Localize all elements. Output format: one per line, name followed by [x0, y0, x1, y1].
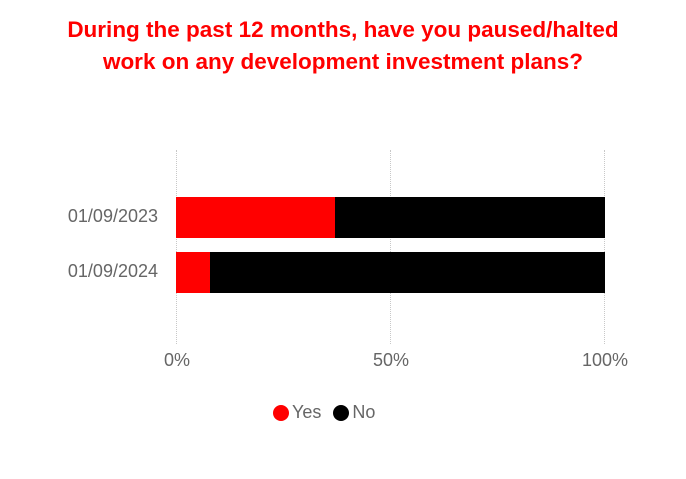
bar-row[interactable]: [176, 252, 605, 293]
bar-segment-no[interactable]: [334, 197, 605, 238]
bar-row[interactable]: [176, 197, 605, 238]
legend-label-yes: Yes: [292, 402, 322, 422]
legend-dot-icon: [273, 404, 289, 421]
chart-title: During the past 12 months, have you paus…: [0, 14, 686, 78]
category-label: 01/09/2024: [67, 261, 158, 281]
legend-label-no: No: [352, 402, 376, 422]
x-tick-label: 50%: [372, 350, 410, 370]
bar-segment-no[interactable]: [210, 252, 605, 293]
chart-title-line-2: work on any development investment plans…: [102, 49, 584, 74]
legend-dot-icon: [333, 404, 350, 421]
x-tick-label: 100%: [581, 350, 629, 370]
legend: Yes No: [273, 402, 387, 423]
legend-item-no[interactable]: No: [333, 402, 375, 423]
bar-segment-yes[interactable]: [176, 197, 335, 238]
bar-segment-yes[interactable]: [176, 252, 211, 293]
gridline-50: [390, 150, 391, 344]
chart-title-line-1: During the past 12 months, have you paus…: [67, 17, 619, 42]
gridline-100: [604, 150, 605, 344]
plot-area: [176, 150, 605, 344]
legend-item-yes[interactable]: Yes: [273, 402, 321, 423]
x-tick-label: 0%: [163, 350, 191, 370]
gridline-0: [176, 150, 177, 344]
category-label: 01/09/2023: [67, 206, 158, 226]
